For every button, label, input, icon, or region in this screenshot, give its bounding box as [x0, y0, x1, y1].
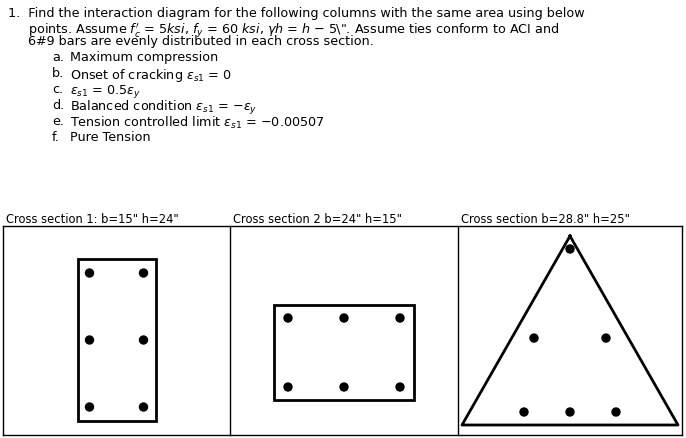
Text: $\varepsilon_{s1}$ = 0.5$\varepsilon_y$: $\varepsilon_{s1}$ = 0.5$\varepsilon_y$	[70, 83, 141, 100]
Text: Cross section b=28.8" h=25": Cross section b=28.8" h=25"	[461, 212, 630, 226]
Bar	[274, 305, 414, 400]
Circle shape	[612, 408, 620, 416]
Circle shape	[86, 403, 93, 411]
Circle shape	[396, 383, 404, 391]
Circle shape	[530, 334, 538, 342]
Text: Onset of cracking $\varepsilon_{s1}$ = 0: Onset of cracking $\varepsilon_{s1}$ = 0	[70, 67, 232, 84]
Circle shape	[602, 334, 610, 342]
Circle shape	[566, 245, 574, 254]
Text: 1.  Find the interaction diagram for the following columns with the same area us: 1. Find the interaction diagram for the …	[8, 7, 584, 20]
Text: Pure Tension: Pure Tension	[70, 131, 151, 144]
Text: Tension controlled limit $\varepsilon_{s1}$ = $-$0.00507: Tension controlled limit $\varepsilon_{s…	[70, 115, 324, 131]
Circle shape	[340, 314, 348, 322]
Text: b.: b.	[52, 67, 64, 80]
Circle shape	[566, 408, 574, 416]
Circle shape	[396, 314, 404, 322]
Circle shape	[520, 408, 528, 416]
Circle shape	[340, 383, 348, 391]
Text: Maximum compression: Maximum compression	[70, 51, 218, 64]
Bar	[78, 259, 156, 421]
Circle shape	[284, 314, 292, 322]
Circle shape	[139, 336, 147, 344]
Text: e.: e.	[52, 115, 64, 128]
Circle shape	[139, 403, 147, 411]
Circle shape	[284, 383, 292, 391]
Text: 6#9 bars are evenly distributed in each cross section.: 6#9 bars are evenly distributed in each …	[8, 35, 374, 48]
Circle shape	[139, 269, 147, 277]
Text: c.: c.	[52, 83, 63, 96]
Text: Balanced condition $\varepsilon_{s1}$ = $-\varepsilon_y$: Balanced condition $\varepsilon_{s1}$ = …	[70, 99, 257, 117]
Text: a.: a.	[52, 51, 64, 64]
Text: f.: f.	[52, 131, 60, 144]
Text: points. Assume $f_c'$ = 5$ksi$, $f_y$ = 60 $ksi$, $\gamma h$ = $h$ $-$ 5\". Assu: points. Assume $f_c'$ = 5$ksi$, $f_y$ = …	[8, 21, 560, 39]
Circle shape	[86, 269, 93, 277]
Text: Cross section 2 b=24" h=15": Cross section 2 b=24" h=15"	[233, 212, 402, 226]
Circle shape	[86, 336, 93, 344]
Text: d.: d.	[52, 99, 64, 112]
Text: Cross section 1: b=15" h=24": Cross section 1: b=15" h=24"	[6, 212, 179, 226]
